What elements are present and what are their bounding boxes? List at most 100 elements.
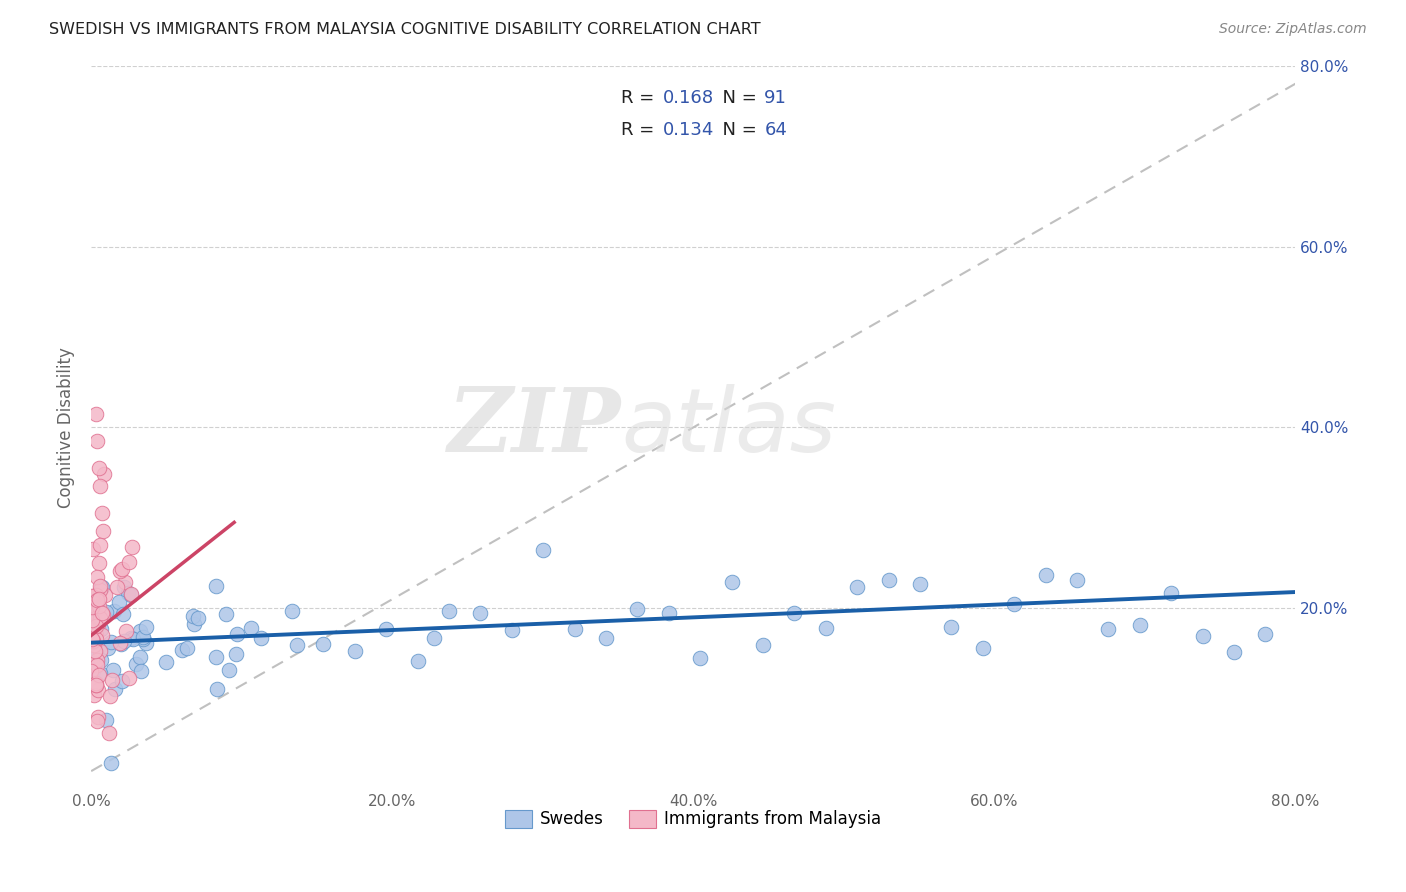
Text: N =: N = <box>711 121 763 139</box>
Point <box>89 666 111 681</box>
Point <box>135 636 157 650</box>
Point <box>125 657 148 671</box>
Point <box>101 663 124 677</box>
Point <box>93 588 115 602</box>
Point <box>111 607 134 621</box>
Point <box>783 606 806 620</box>
Point <box>84 644 107 658</box>
Point <box>120 588 142 602</box>
Text: Source: ZipAtlas.com: Source: ZipAtlas.com <box>1219 22 1367 37</box>
Point <box>89 644 111 658</box>
Point <box>170 643 193 657</box>
Point <box>96 605 118 619</box>
Point <box>89 639 111 653</box>
Point <box>86 610 108 624</box>
Point <box>132 632 155 647</box>
Point <box>98 726 121 740</box>
Point <box>86 592 108 607</box>
Point <box>1066 573 1088 587</box>
Point <box>87 599 110 614</box>
Point <box>104 681 127 696</box>
Point <box>87 617 110 632</box>
Point <box>1160 586 1182 600</box>
Point <box>218 663 240 677</box>
Point <box>183 617 205 632</box>
Point <box>112 581 135 595</box>
Point <box>83 639 105 653</box>
Point <box>82 661 104 675</box>
Point <box>111 561 134 575</box>
Point <box>877 574 900 588</box>
Point <box>343 644 366 658</box>
Point <box>80 664 103 678</box>
Point <box>312 637 335 651</box>
Point <box>87 682 110 697</box>
Point <box>89 583 111 598</box>
Point <box>91 524 114 539</box>
Point <box>84 628 107 642</box>
Point <box>86 569 108 583</box>
Point <box>972 640 994 655</box>
Point <box>531 543 554 558</box>
Point <box>90 606 112 620</box>
Point <box>626 602 648 616</box>
Point <box>84 407 107 421</box>
Point <box>846 581 869 595</box>
Point <box>1129 618 1152 632</box>
Point <box>215 607 238 621</box>
Point <box>87 556 110 570</box>
Point <box>470 606 492 620</box>
Text: 64: 64 <box>765 121 787 139</box>
Point <box>87 668 110 682</box>
Point <box>204 650 226 665</box>
Point <box>89 538 111 552</box>
Point <box>100 635 122 649</box>
Point <box>1223 645 1246 659</box>
Point <box>108 564 131 578</box>
Point <box>80 589 103 603</box>
Point <box>135 620 157 634</box>
Point <box>83 689 105 703</box>
Point <box>90 506 112 520</box>
Point <box>90 628 112 642</box>
Text: N =: N = <box>711 89 763 107</box>
Point <box>115 624 138 638</box>
Text: 91: 91 <box>765 89 787 107</box>
Point <box>84 588 107 602</box>
Point <box>595 632 617 646</box>
Point <box>98 689 121 703</box>
Text: atlas: atlas <box>621 384 837 470</box>
Point <box>96 713 118 727</box>
Point <box>84 678 107 692</box>
Point <box>423 632 446 646</box>
Text: R =: R = <box>621 121 659 139</box>
Point <box>281 604 304 618</box>
Point <box>80 624 103 638</box>
Point <box>118 555 141 569</box>
Text: R =: R = <box>621 89 659 107</box>
Point <box>122 632 145 647</box>
Point <box>1254 626 1277 640</box>
Point <box>91 607 114 622</box>
Point <box>87 616 110 631</box>
Point <box>181 609 204 624</box>
Point <box>84 592 107 607</box>
Point <box>89 579 111 593</box>
Point <box>89 479 111 493</box>
Text: ZIP: ZIP <box>447 384 621 471</box>
Point <box>82 603 104 617</box>
Point <box>87 610 110 624</box>
Point <box>83 610 105 624</box>
Point <box>108 636 131 650</box>
Point <box>89 580 111 594</box>
Point <box>80 613 103 627</box>
Text: SWEDISH VS IMMIGRANTS FROM MALAYSIA COGNITIVE DISABILITY CORRELATION CHART: SWEDISH VS IMMIGRANTS FROM MALAYSIA COGN… <box>49 22 761 37</box>
Point <box>90 622 112 636</box>
Point <box>105 580 128 594</box>
Point <box>121 540 143 554</box>
Point <box>87 709 110 723</box>
Point <box>93 467 115 481</box>
Point <box>112 633 135 648</box>
Point <box>564 622 586 636</box>
Point <box>1097 622 1119 636</box>
